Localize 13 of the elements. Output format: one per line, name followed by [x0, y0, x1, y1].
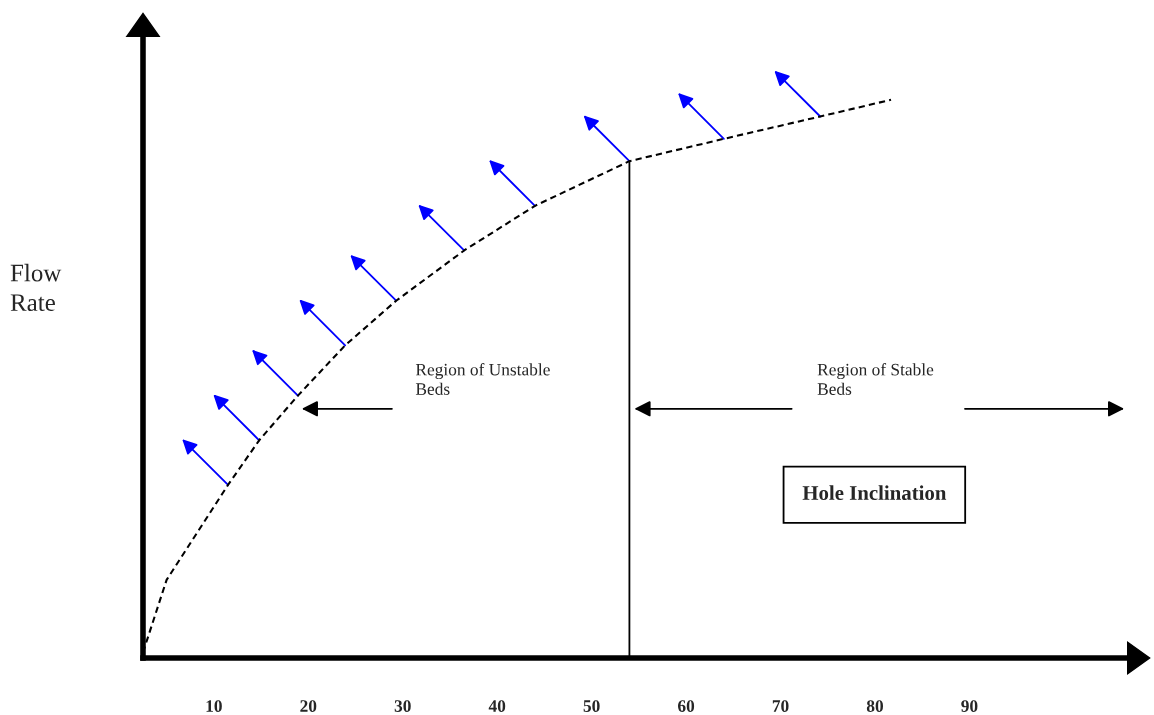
x-tick-label: 90 — [961, 700, 978, 712]
x-tick-label: 70 — [772, 700, 789, 712]
x-axis-title: Hole Inclination — [802, 485, 947, 500]
x-tick-label: 20 — [300, 700, 317, 712]
x-tick-label: 60 — [678, 700, 695, 712]
y-axis-title: Flow Rate — [10, 263, 62, 312]
x-tick-label: 50 — [583, 700, 600, 712]
x-tick-label: 30 — [394, 700, 411, 712]
x-tick-label: 40 — [488, 700, 506, 712]
x-tick-label: 80 — [866, 700, 883, 712]
annotation: Region of Unstable Beds — [415, 363, 550, 395]
x-tick-label: 10 — [206, 700, 222, 712]
annotation: Region of Stable Beds — [817, 363, 934, 395]
